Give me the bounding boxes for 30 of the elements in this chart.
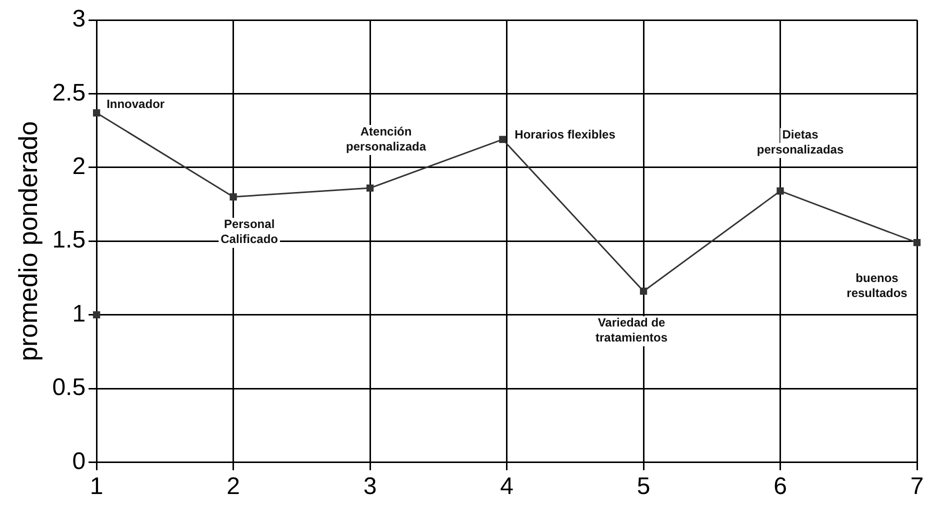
x-tick-label: 1	[90, 473, 104, 500]
x-tick-label: 6	[774, 473, 787, 500]
point	[640, 288, 648, 295]
annotation: Innovador	[106, 97, 165, 112]
point	[366, 184, 374, 192]
x-tick-label: 3	[363, 473, 377, 500]
point	[230, 193, 237, 200]
y-tick-label: 0	[72, 448, 86, 475]
annotation: Atención personalizada	[346, 124, 426, 154]
y-tick-label: 0.5	[52, 374, 86, 402]
y-tick-label: 1	[72, 300, 86, 328]
y-tick-label: 2	[72, 153, 86, 180]
annotation: Horarios flexibles	[514, 128, 616, 142]
annotation: Personal Calificado	[220, 217, 278, 246]
point	[776, 187, 784, 195]
point	[913, 238, 921, 246]
x-tick-label: 5	[636, 473, 650, 500]
point	[92, 311, 100, 318]
point	[92, 109, 100, 116]
annotation: buenos resultados	[846, 270, 908, 300]
x-tick-label: 7	[910, 473, 924, 500]
x-tick-label: 2	[226, 473, 240, 500]
y-tick-label: 2.5	[52, 79, 86, 106]
y-tick-label: 3	[72, 6, 86, 33]
point	[499, 136, 506, 143]
annotation: Variedad de tratamientos	[596, 316, 668, 345]
x-tick-label: 4	[500, 473, 514, 500]
y-tick-label: 1.5	[52, 226, 86, 254]
annotation: Dietas personalizadas	[756, 127, 844, 156]
y-axis-title: promedio ponderado	[12, 121, 43, 362]
